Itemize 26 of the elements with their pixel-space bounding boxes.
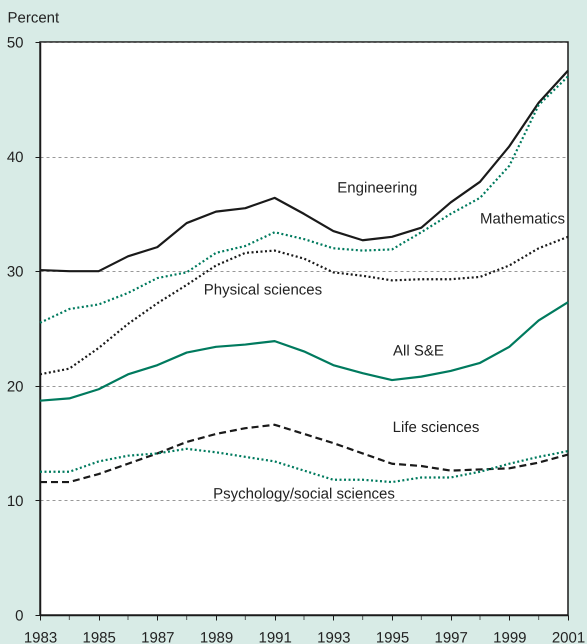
x-tick-label: 1999 <box>493 630 527 644</box>
x-tick-label: 1997 <box>434 630 468 644</box>
x-tick-label: 1991 <box>258 630 292 644</box>
series-label: Physical sciences <box>204 282 322 299</box>
y-tick-label: 30 <box>6 264 24 281</box>
x-tick-label: 2001 <box>552 630 586 644</box>
y-tick-label: 50 <box>6 34 24 52</box>
x-tick-label: 1993 <box>317 630 351 644</box>
line-series <box>38 448 570 484</box>
x-tick-label: 1987 <box>141 630 175 644</box>
x-tick-label: 1983 <box>24 630 58 644</box>
y-tick-label: 10 <box>6 492 24 510</box>
y-tick-label: 40 <box>6 149 24 166</box>
x-tick-label: 1989 <box>200 630 234 644</box>
series-label: Life sciences <box>392 419 480 436</box>
series-label: Engineering <box>337 180 418 197</box>
series-label: Mathematics <box>480 210 566 228</box>
y-axis-title: Percent <box>8 10 60 26</box>
y-tick-label: 20 <box>6 378 24 396</box>
line-series <box>38 301 570 402</box>
series-label: Psychology/social sciences <box>213 486 395 503</box>
series-label: All S&E <box>392 342 444 360</box>
line-series <box>38 75 570 324</box>
y-tick-label: 0 <box>15 608 24 624</box>
x-tick-label: 1995 <box>376 630 410 644</box>
x-tick-label: 1985 <box>82 630 116 644</box>
